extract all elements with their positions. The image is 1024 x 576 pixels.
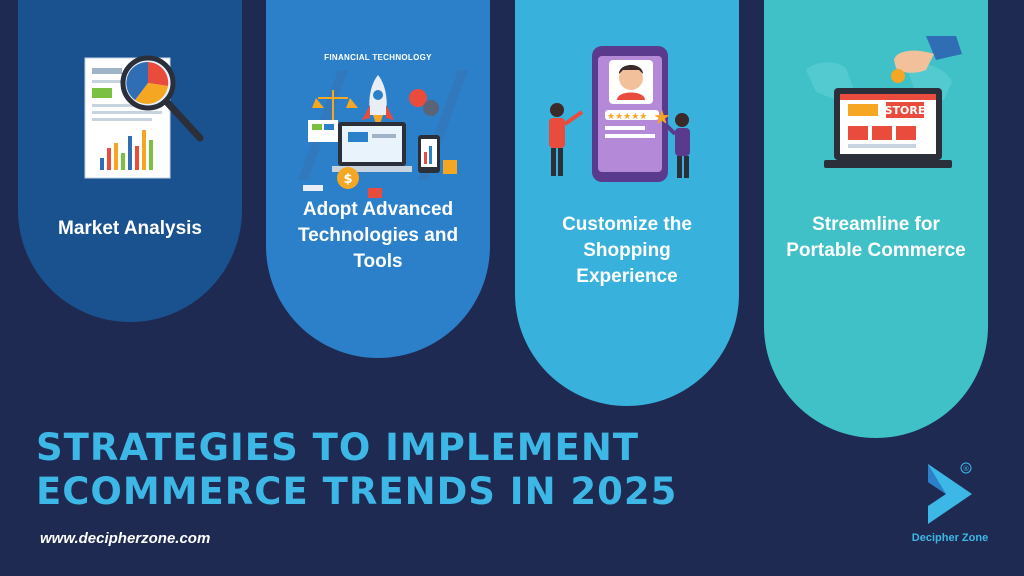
market-analysis-illustration [84, 55, 204, 179]
card-title: Adopt Advanced Technologies and Tools [297, 199, 459, 272]
svg-text:$: $ [343, 172, 352, 187]
headline-line-2: ECOMMERCE TRENDS IN 2025 [36, 470, 678, 513]
strategy-card-shopping-experience: ★★★★★ ★ Customize the Shopping Experienc… [515, 0, 739, 406]
online-store-illustration: STORE [806, 36, 962, 168]
headline-line-1: STRATEGIES TO IMPLEMENT [36, 426, 640, 469]
website-link[interactable]: www.decipherzone.com [40, 530, 211, 547]
card-title: Customize the Shopping Experience [562, 214, 692, 287]
fintech-illustration: $ [298, 70, 468, 198]
store-sign: STORE [885, 104, 926, 117]
strategy-card-market-analysis: Market Analysis [18, 0, 242, 322]
strategy-card-portable-commerce: STORE Streamline for Portable Commerce [764, 0, 988, 438]
decipher-zone-logo: ® Decipher Zone [900, 458, 1000, 550]
logo-text: Decipher Zone [911, 532, 989, 544]
card-title: Market Analysis [58, 218, 202, 239]
svg-text:★★★★★: ★★★★★ [607, 112, 647, 122]
card-title: Streamline for Portable Commerce [786, 214, 966, 261]
shopping-review-illustration: ★★★★★ ★ [549, 46, 690, 182]
strategy-card-advanced-technologies: FINANCIAL TECHNOLOGY $ Adopt Advanced Te… [266, 0, 490, 358]
illustration-label: FINANCIAL TECHNOLOGY [324, 53, 432, 62]
registered-mark: ® [963, 465, 970, 473]
page-headline: STRATEGIES TO IMPLEMENT ECOMMERCE TRENDS… [36, 426, 796, 514]
decipher-zone-logo-icon: ® [928, 462, 972, 524]
